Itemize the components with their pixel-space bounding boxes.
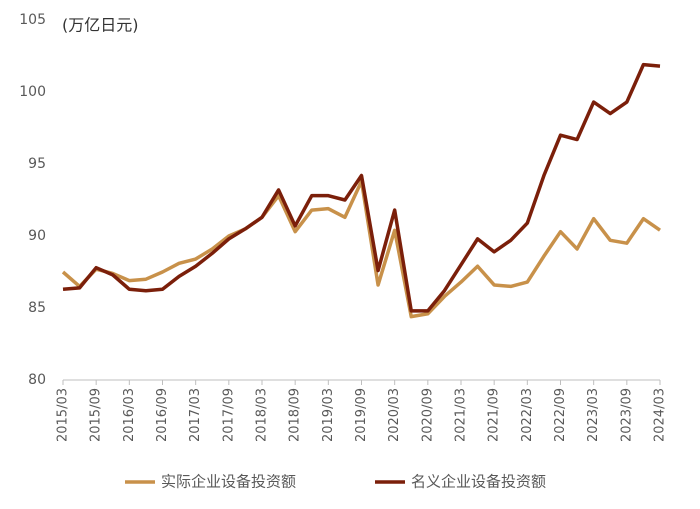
series-line (62, 62, 661, 313)
x-tick-label: 2022/03 (520, 388, 535, 442)
x-tick-label: 2022/09 (553, 388, 568, 442)
x-tick-label: 2020/09 (420, 388, 435, 442)
x-tick-label: 2021/03 (454, 388, 469, 442)
unit-label: (万亿日元) (62, 16, 139, 35)
x-tick-label: 2017/03 (188, 388, 203, 442)
x-tick-label: 2015/09 (89, 388, 104, 442)
x-tick-label: 2017/09 (221, 388, 236, 442)
x-tick-label: 2015/03 (56, 388, 71, 442)
x-tick-label: 2024/03 (653, 388, 668, 442)
y-tick-label: 90 (28, 228, 46, 244)
y-tick-label: 100 (19, 84, 46, 100)
x-tick-label: 2020/03 (387, 388, 402, 442)
x-tick-label: 2016/03 (122, 388, 137, 442)
legend-label: 实际企业设备投资额 (161, 473, 296, 491)
x-tick-label: 2023/03 (586, 388, 601, 442)
x-tick-label: 2019/03 (321, 388, 336, 442)
y-tick-label: 85 (28, 300, 46, 316)
y-tick-label: 80 (28, 372, 46, 388)
x-tick-label: 2021/09 (487, 388, 502, 442)
series-line (61, 179, 661, 319)
y-tick-label: 105 (19, 12, 46, 28)
x-tick-label: 2016/09 (155, 388, 170, 442)
legend-label: 名义企业设备投资额 (411, 473, 546, 491)
x-tick-label: 2018/09 (288, 388, 303, 442)
x-tick-label: 2019/09 (354, 388, 369, 442)
x-tick-label: 2023/09 (619, 388, 634, 442)
y-tick-label: 95 (28, 156, 46, 172)
x-tick-label: 2018/03 (255, 388, 270, 442)
